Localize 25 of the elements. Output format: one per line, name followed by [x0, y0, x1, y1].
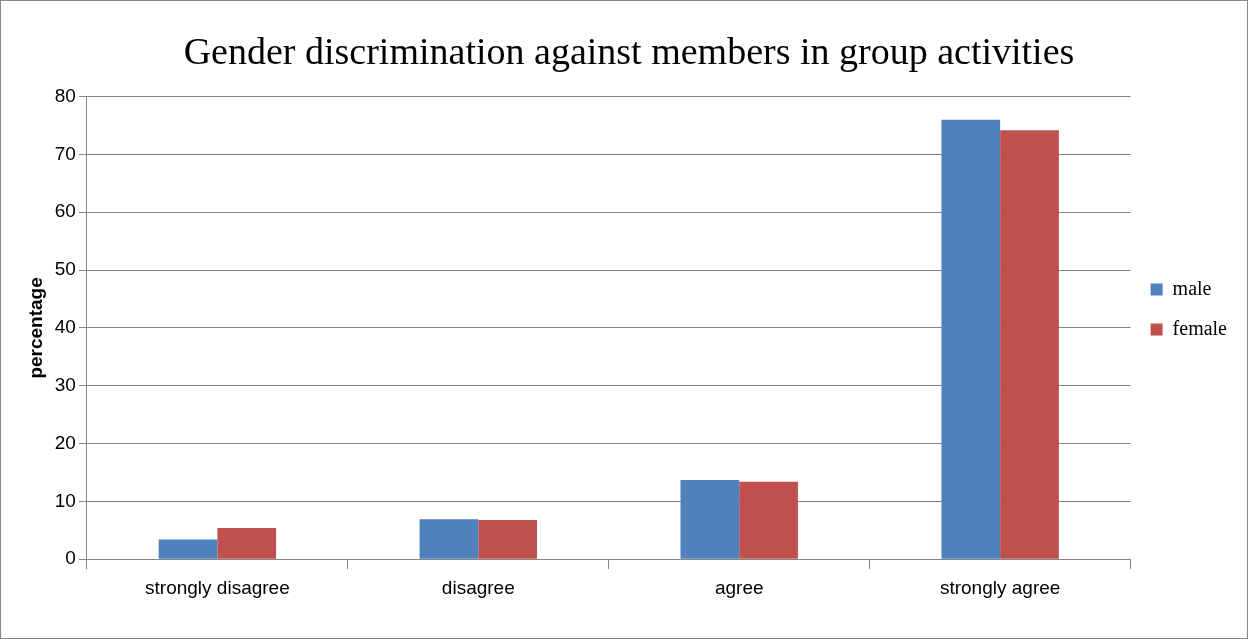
- y-tick-label: 80: [54, 84, 76, 106]
- bar: [217, 527, 277, 559]
- bar: [1000, 130, 1059, 559]
- y-tick-label: 60: [54, 200, 76, 222]
- bar: [478, 519, 538, 559]
- x-tick-label: agree: [714, 576, 764, 598]
- y-tick-label: 10: [54, 489, 76, 511]
- y-axis-title: percentage: [24, 277, 46, 379]
- bar: [158, 539, 218, 559]
- x-tick-label: strongly disagree: [145, 576, 290, 598]
- y-tick-label: 20: [54, 431, 76, 453]
- bar: [419, 519, 479, 559]
- legend-label: female: [1172, 316, 1228, 339]
- y-tick-label: 40: [54, 316, 76, 338]
- y-tick-label: 0: [65, 547, 76, 569]
- x-tick-label: strongly agree: [939, 576, 1061, 598]
- y-tick-label: 50: [54, 258, 76, 280]
- legend-label: male: [1172, 276, 1212, 299]
- bar: [680, 479, 740, 559]
- chart-title: Gender discrimination against members in group activities: [183, 29, 1075, 72]
- y-tick-label: 70: [54, 142, 76, 164]
- bar: [739, 481, 798, 559]
- bar: [941, 119, 1001, 559]
- x-tick-label: disagree: [441, 576, 515, 598]
- y-tick-label: 30: [54, 373, 76, 395]
